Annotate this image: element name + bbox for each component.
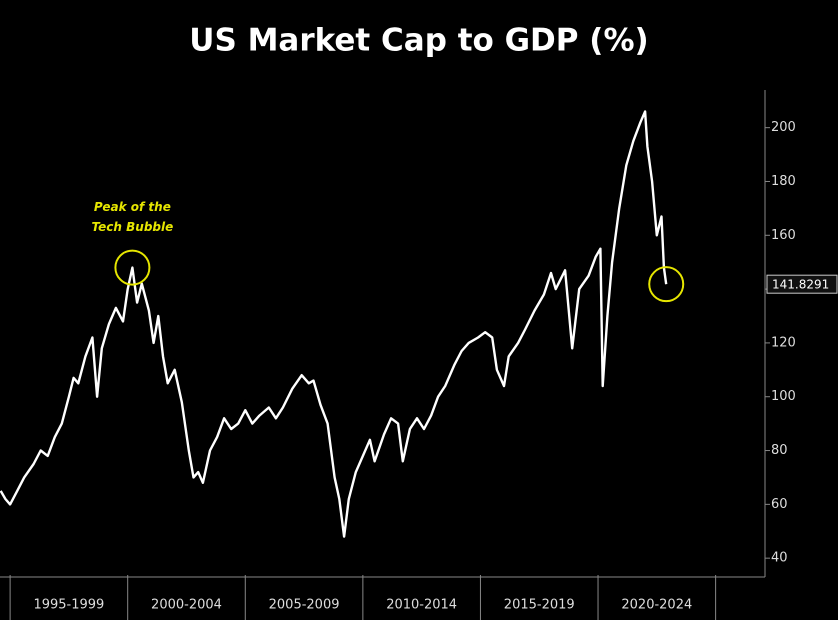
- x-tick-label: 2005-2009: [269, 598, 340, 613]
- annotation-text: Tech Bubble: [92, 220, 174, 234]
- annotation-circle: [648, 266, 685, 303]
- last-value-box: [766, 274, 838, 294]
- y-tick-label: 100: [771, 389, 796, 404]
- last-value-label: 141.8291: [772, 278, 829, 292]
- x-tick-label: 2000-2004: [151, 598, 222, 613]
- chart-title: US Market Cap to GDP (%): [189, 23, 648, 59]
- y-tick-label: 40: [771, 551, 788, 566]
- line-series: [0, 110, 668, 538]
- y-tick-label: 160: [771, 228, 796, 243]
- x-tick-label: 1995-1999: [33, 598, 104, 613]
- annotation-circle: [114, 249, 151, 286]
- y-tick-label: 60: [771, 497, 788, 512]
- y-tick-label: 80: [771, 443, 788, 458]
- x-tick-label: 2015-2019: [504, 598, 575, 613]
- y-tick-label: 200: [771, 120, 796, 135]
- x-tick-label: 2020-2024: [621, 598, 692, 613]
- y-tick-label: 180: [771, 174, 796, 189]
- annotation-text: Peak of the: [94, 200, 171, 214]
- x-tick-label: 2010-2014: [386, 598, 457, 613]
- y-tick-label: 120: [771, 335, 796, 350]
